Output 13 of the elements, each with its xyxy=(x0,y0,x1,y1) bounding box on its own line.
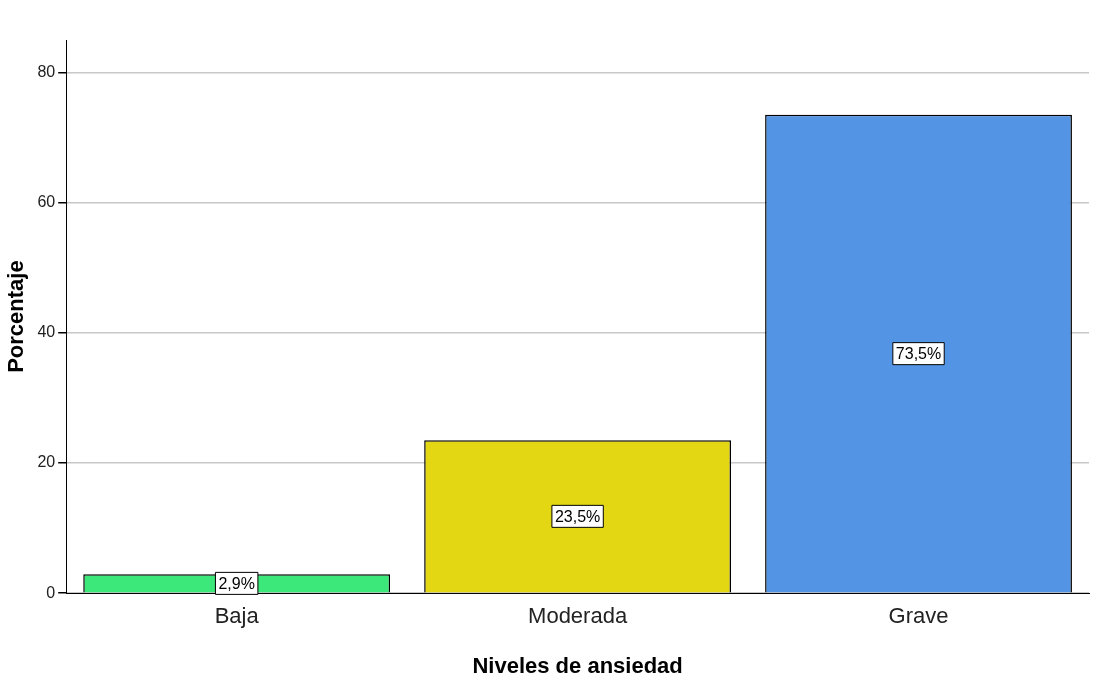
x-axis-title: Niveles de ansiedad xyxy=(472,652,683,678)
y-axis-title: Porcentaje xyxy=(3,260,29,373)
x-tick-label: Moderada xyxy=(528,603,628,629)
y-tick-label: 80 xyxy=(37,62,56,80)
data-label: 23,5% xyxy=(554,507,601,525)
y-tick-label: 0 xyxy=(46,583,56,601)
x-tick-label: Grave xyxy=(888,603,949,629)
y-tick-label: 40 xyxy=(37,323,56,341)
data-label: 2,9% xyxy=(218,574,255,592)
y-tick-label: 20 xyxy=(37,453,56,471)
y-tick-label: 60 xyxy=(37,193,56,211)
data-label: 73,5% xyxy=(895,345,942,363)
x-tick-label: Baja xyxy=(214,603,260,629)
